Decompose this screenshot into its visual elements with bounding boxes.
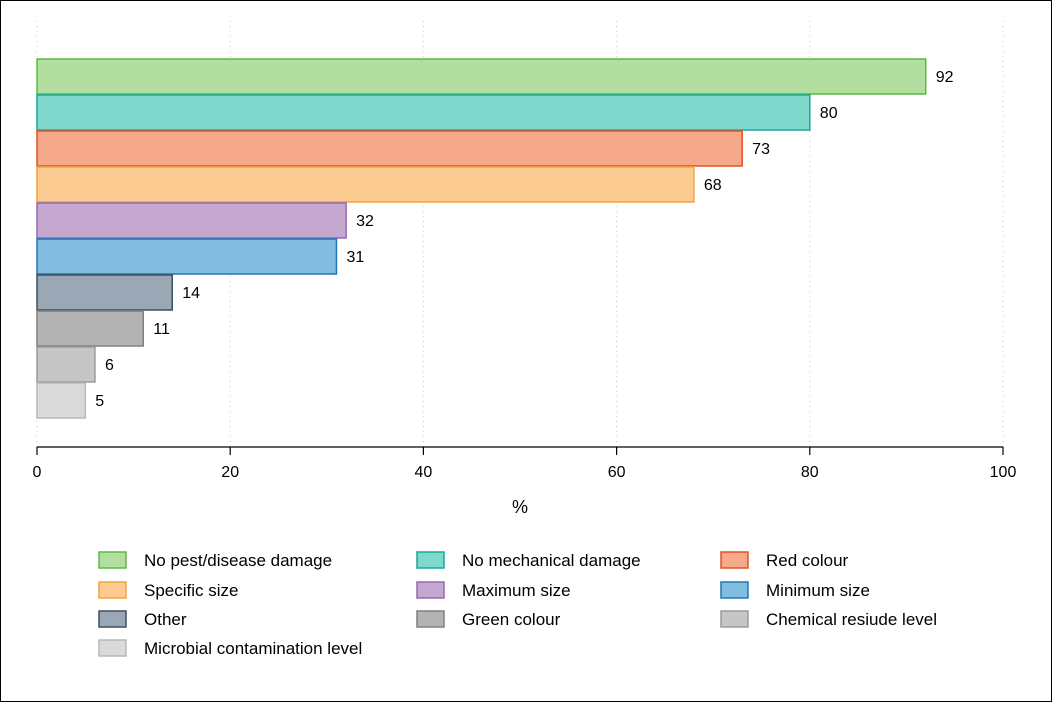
legend-swatch [416, 610, 445, 628]
x-tick-label: 40 [415, 464, 433, 481]
legend-swatch [720, 551, 749, 569]
legend-swatch [98, 551, 127, 569]
legend-label: Red colour [766, 551, 849, 570]
data-label: 80 [820, 105, 838, 122]
data-label: 31 [346, 249, 364, 266]
legend-label: Green colour [462, 610, 561, 629]
bar-minimum-size [36, 238, 338, 275]
legend-swatch [98, 639, 127, 657]
bar-no-mechanical-damage [36, 94, 811, 131]
data-label: 68 [704, 177, 722, 194]
bar-maximum-size [36, 202, 347, 239]
legend: No pest/disease damage No mechanical dama… [98, 551, 937, 658]
legend-label: Maximum size [462, 581, 571, 600]
bars-group [36, 58, 927, 419]
legend-swatch [720, 581, 749, 599]
legend-label: Microbial contamination level [144, 639, 362, 658]
legend-swatch [416, 551, 445, 569]
x-axis-title: % [512, 497, 528, 517]
data-label: 92 [936, 69, 954, 86]
bar-other [36, 274, 173, 311]
legend-label: Other [144, 610, 187, 629]
legend-swatch [416, 581, 445, 599]
bar-red-colour [36, 130, 743, 167]
data-label: 73 [752, 141, 770, 158]
bar-microbial-contamination-level [36, 382, 87, 419]
legend-label: Chemical resiude level [766, 610, 937, 629]
data-label: 32 [356, 213, 374, 230]
bar-specific-size [36, 166, 695, 203]
x-axis: 0 20 40 60 80 100 % [33, 446, 1017, 517]
x-axis-ticks: 0 20 40 60 80 100 [33, 447, 1017, 481]
data-label: 6 [105, 357, 114, 374]
x-tick-label: 20 [221, 464, 239, 481]
data-label: 14 [182, 285, 200, 302]
bar-green-colour [36, 310, 145, 347]
legend-label: Minimum size [766, 581, 870, 600]
legend-label: No mechanical damage [462, 551, 641, 570]
bar-chemical-resiude-level [36, 346, 96, 383]
data-label: 11 [153, 321, 170, 338]
legend-swatch [720, 610, 749, 628]
data-label: 5 [95, 393, 104, 410]
legend-label: Specific size [144, 581, 238, 600]
bar-no-pest-disease-damage [36, 58, 927, 95]
x-tick-label: 100 [990, 464, 1017, 481]
x-tick-label: 60 [608, 464, 626, 481]
x-tick-label: 0 [33, 464, 42, 481]
legend-swatch [98, 610, 127, 628]
x-tick-label: 80 [801, 464, 819, 481]
legend-label: No pest/disease damage [144, 551, 332, 570]
legend-swatch [98, 581, 127, 599]
data-labels-group: 92 80 73 68 32 31 14 11 6 5 [95, 69, 953, 410]
